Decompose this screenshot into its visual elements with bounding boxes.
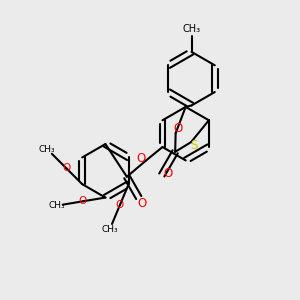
Text: CH₃: CH₃ bbox=[48, 201, 65, 210]
Text: CH₃: CH₃ bbox=[39, 145, 56, 154]
Text: O: O bbox=[136, 152, 146, 165]
Text: O: O bbox=[137, 197, 146, 210]
Text: O: O bbox=[173, 122, 183, 135]
Text: CH₃: CH₃ bbox=[101, 226, 118, 235]
Text: O: O bbox=[62, 163, 70, 173]
Text: CH₃: CH₃ bbox=[182, 24, 201, 34]
Text: O: O bbox=[79, 196, 87, 206]
Text: O: O bbox=[116, 200, 124, 210]
Text: O: O bbox=[164, 167, 173, 180]
Text: S: S bbox=[190, 139, 198, 152]
